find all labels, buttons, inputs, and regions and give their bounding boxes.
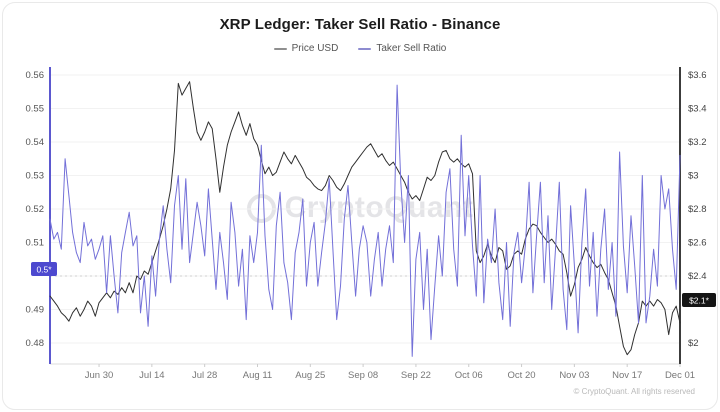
series-line-taker-sell-ratio <box>49 84 681 357</box>
right-axis-tick-label: $3.4 <box>688 104 707 115</box>
left-axis-tick-label: 0.52 <box>26 204 45 215</box>
right-axis-tick-label: $2.4 <box>688 271 707 282</box>
right-axis-tick-label: $3.6 <box>688 70 707 81</box>
x-tick-label: Jun 30 <box>85 370 114 381</box>
chart-title: XRP Ledger: Taker Sell Ratio - Binance <box>219 16 501 33</box>
x-tick-label: Oct 06 <box>455 370 483 381</box>
chart-plot-area[interactable]: Jun 30 Jul 14 Jul 28 Aug 11 Aug 25 Sep 08 Sep … <box>3 3 718 410</box>
ratio-current-value-text: 0.5* <box>36 265 52 275</box>
series-line-price-usd <box>49 81 681 356</box>
right-axis-tick-label: $2 <box>688 338 699 349</box>
legend-label-taker-sell-ratio: Taker Sell Ratio <box>376 43 447 54</box>
price-current-value-text: $2.1* <box>689 296 710 306</box>
x-tick-label: Dec 01 <box>665 370 695 381</box>
ratio-current-value-badge <box>31 262 57 276</box>
legend-label-price-usd: Price USD <box>291 43 339 54</box>
price-current-value-badge <box>682 293 716 307</box>
chart-legend: Price USD Taker Sell Ratio <box>3 43 717 54</box>
left-axis-tick-label: 0.54 <box>26 137 45 148</box>
x-tick-label: Oct 20 <box>508 370 536 381</box>
ratio-line-marker-icon <box>358 47 372 50</box>
x-tick-label: Jul 28 <box>192 370 217 381</box>
right-axis-tick-label: $2.8 <box>688 204 707 215</box>
x-tick-label: Aug 11 <box>243 370 272 381</box>
left-axis-tick-label: 0.49 <box>26 305 45 316</box>
x-tick-label: Jul 14 <box>139 370 164 381</box>
x-tick-label: Sep 08 <box>348 370 378 381</box>
left-axis-tick-label: 0.48 <box>26 338 45 349</box>
x-tick-label: Sep 22 <box>401 370 431 381</box>
right-axis-tick-label: $2.6 <box>688 238 707 249</box>
copyright-note: © CryptoQuant. All rights reserved <box>573 387 696 396</box>
price-line-marker-icon <box>273 47 287 50</box>
right-axis-tick-label: $3 <box>688 171 699 182</box>
x-tick-label: Nov 03 <box>559 370 589 381</box>
left-axis-tick-label: 0.53 <box>26 171 45 182</box>
legend-item-price-usd[interactable]: Price USD <box>273 43 339 54</box>
x-tick-label: Aug 25 <box>295 370 325 381</box>
right-axis-tick-label: $3.2 <box>688 137 707 148</box>
x-tick-label: Nov 17 <box>612 370 642 381</box>
left-axis-tick-label: 0.55 <box>26 104 45 115</box>
legend-item-taker-sell-ratio[interactable]: Taker Sell Ratio <box>358 43 446 54</box>
left-axis-tick-label: 0.56 <box>26 70 45 81</box>
left-axis-tick-label: 0.51 <box>26 238 45 249</box>
